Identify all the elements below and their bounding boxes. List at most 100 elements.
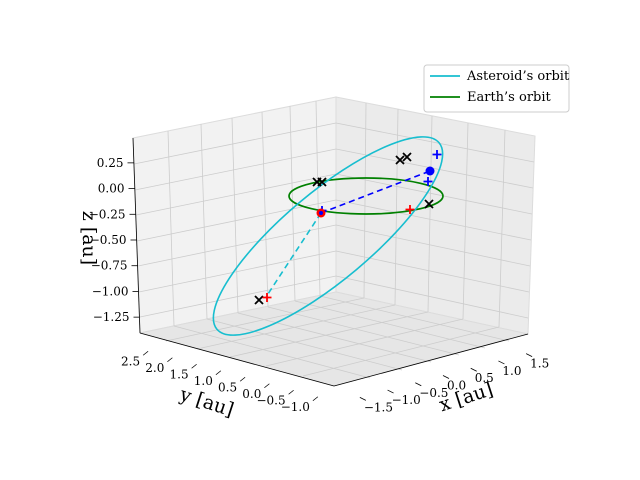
z-axis-tick-label: −0.50 bbox=[90, 233, 127, 247]
legend-box bbox=[423, 64, 570, 113]
grid-line bbox=[165, 297, 365, 342]
y-axis-tick-label: 0.0 bbox=[242, 387, 261, 401]
x-axis-line bbox=[333, 333, 529, 387]
grid-line bbox=[302, 326, 500, 377]
x-axis-tick bbox=[498, 360, 505, 365]
y-axis-tick-label: 2.0 bbox=[145, 361, 164, 375]
y-axis-tick-label: 1.5 bbox=[170, 367, 189, 381]
x-axis-tick bbox=[470, 367, 477, 372]
x-axis-tick-label: 0.5 bbox=[475, 371, 494, 385]
grid-line bbox=[315, 100, 321, 297]
grid-line bbox=[363, 102, 367, 299]
grid-line bbox=[498, 129, 506, 328]
grid-lines bbox=[133, 100, 535, 379]
x-marker bbox=[317, 177, 327, 187]
plus-marker bbox=[405, 205, 415, 214]
grid-line bbox=[335, 122, 535, 163]
legend-label-asteroid: Asteroid’s orbit bbox=[466, 69, 570, 84]
grid-line bbox=[265, 318, 464, 367]
grid-line bbox=[231, 117, 239, 314]
grid-line bbox=[261, 111, 269, 308]
y-axis-line bbox=[139, 332, 335, 387]
grid-line bbox=[319, 295, 510, 342]
tick-labels: 0.25 0.00 −0.25 −0.50 −0.75 −1.00 −1.25 2.5 2.0 1… bbox=[89, 156, 550, 415]
y-axis-tick bbox=[191, 363, 197, 369]
y-axis-tick-label: −0.5 bbox=[256, 393, 285, 407]
grid-line bbox=[206, 318, 403, 371]
grid-line bbox=[167, 130, 175, 327]
z-axis-tick-label: −0.25 bbox=[89, 207, 126, 221]
x-axis-tick-label: 1.0 bbox=[502, 364, 521, 378]
y-axis-tick bbox=[288, 389, 294, 395]
grid-line bbox=[267, 306, 460, 356]
grid-line bbox=[138, 250, 337, 293]
legend: Asteroid’s orbit Earth’s orbit bbox=[423, 64, 570, 113]
y-axis-tick bbox=[142, 350, 149, 356]
z-axis-tick-label: 0.00 bbox=[98, 182, 125, 196]
axis-lines bbox=[132, 137, 529, 387]
grid-line bbox=[237, 312, 432, 363]
grid-line bbox=[135, 173, 337, 216]
grid-line bbox=[173, 325, 371, 379]
asteroid-node-line bbox=[265, 212, 322, 298]
x-axis-tick bbox=[442, 375, 450, 379]
grid-line bbox=[139, 275, 337, 318]
y-axis-tick bbox=[239, 376, 246, 382]
grid-line bbox=[335, 275, 529, 319]
z-axis-tick-label: −1.00 bbox=[92, 284, 129, 298]
y-axis-tick-label: 1.0 bbox=[194, 374, 213, 388]
z-axis-tick-label: 0.25 bbox=[97, 156, 124, 170]
x-axis-tick-label: 1.5 bbox=[530, 357, 549, 371]
grid-line bbox=[200, 123, 208, 320]
x-axis-tick bbox=[387, 389, 394, 394]
y-axis-tick-label: 2.5 bbox=[121, 354, 140, 368]
legend-label-earth: Earth’s orbit bbox=[467, 90, 552, 105]
x-marker bbox=[424, 199, 434, 209]
plus-marker bbox=[432, 150, 442, 159]
y-axis-tick-label: 0.5 bbox=[218, 380, 237, 394]
back-panes bbox=[132, 96, 536, 387]
grid-line bbox=[335, 250, 530, 293]
y-axis-tick bbox=[312, 396, 319, 402]
z-axis-tick-label: −1.25 bbox=[93, 310, 130, 324]
x-marker bbox=[254, 295, 264, 305]
axis-ticks bbox=[127, 162, 533, 402]
x-axis-label: x [au] bbox=[437, 378, 496, 416]
blue-dot-marker bbox=[425, 166, 435, 176]
x-axis-tick-label: −0.5 bbox=[419, 386, 448, 400]
grid-line bbox=[134, 148, 337, 191]
y-axis-tick bbox=[167, 357, 173, 363]
asteroid-orbit-line bbox=[212, 136, 444, 336]
grid-line bbox=[335, 224, 531, 267]
x-marker bbox=[402, 152, 412, 162]
x-axis-tick-label: −1.0 bbox=[392, 393, 421, 407]
z-axis-label: z [au] bbox=[78, 211, 100, 265]
grid-line bbox=[289, 105, 296, 302]
plus-marker bbox=[423, 177, 433, 186]
y-axis-tick bbox=[215, 370, 222, 376]
x-axis-tick-label: 0.0 bbox=[447, 379, 466, 393]
grid-line bbox=[196, 304, 396, 350]
x-marker bbox=[395, 155, 405, 165]
x-axis-tick bbox=[359, 396, 367, 401]
z-axis-line bbox=[132, 137, 141, 334]
blue-center-marker bbox=[319, 211, 323, 215]
black-x-markers bbox=[254, 152, 434, 305]
z-axis-tick-label: −0.75 bbox=[91, 259, 128, 273]
grid-line bbox=[427, 115, 433, 313]
grid-line bbox=[462, 122, 469, 320]
grid-line bbox=[335, 199, 532, 241]
y-axis-tick-label: −1.0 bbox=[281, 400, 310, 414]
x-axis-tick bbox=[415, 382, 422, 387]
x-axis-tick-label: −1.5 bbox=[364, 400, 393, 414]
grid-line bbox=[137, 224, 337, 267]
grid-line bbox=[133, 122, 337, 165]
plus-marker bbox=[262, 293, 272, 302]
grid-line bbox=[294, 300, 486, 349]
y-axis-tick bbox=[264, 383, 270, 389]
grid-line bbox=[335, 173, 533, 215]
grid-line bbox=[229, 311, 429, 358]
x-axis-tick bbox=[525, 353, 533, 358]
red-plus-markers bbox=[262, 205, 415, 302]
